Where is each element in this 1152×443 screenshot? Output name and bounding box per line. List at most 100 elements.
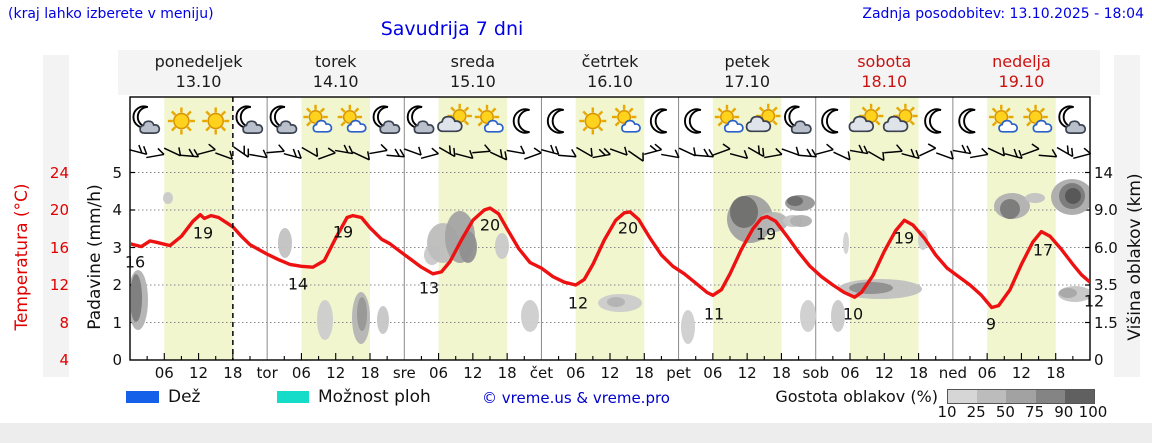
moon-cloud-icon: [406, 105, 435, 134]
cloud-blob: [1000, 199, 1020, 219]
cloud-shape: [1065, 120, 1087, 134]
wind-barb: [386, 148, 406, 158]
wind-barb: [627, 150, 644, 162]
wind-barb: [644, 143, 663, 156]
sun-ray: [463, 106, 470, 112]
day-date-16.10: 16.10: [587, 72, 633, 91]
sun-ray: [1005, 107, 1011, 113]
cloud-tick-6.0: 6.0: [1094, 238, 1118, 257]
cloud-blob: [357, 297, 367, 331]
cloud-blob: [800, 300, 816, 332]
daytime-band-0: [164, 97, 233, 360]
sun-ray: [340, 107, 346, 113]
sun-ray: [731, 107, 737, 113]
cloud-blob: [787, 196, 803, 206]
x-label-4-18: 18: [771, 364, 791, 382]
moon-crescent: [958, 108, 976, 134]
density-segment: [1006, 390, 1036, 403]
cloud-shape: [848, 115, 875, 133]
cloud-shape: [882, 115, 909, 133]
wind-barb: [576, 146, 593, 158]
moon-cloud-icon: [235, 105, 264, 134]
sun-ray: [463, 120, 470, 126]
wind-barb: [129, 144, 148, 156]
sun-ray: [205, 126, 211, 132]
cloud-shape: [621, 119, 641, 133]
sun-disc: [173, 112, 190, 130]
showers-legend-swatch: [277, 391, 309, 403]
sun-disc: [584, 112, 602, 130]
density-tick-75: 75: [1025, 403, 1045, 421]
temp-tick-16: 16: [49, 238, 69, 257]
cloud-blob: [495, 233, 509, 259]
precip-tick-2: 2: [112, 276, 122, 294]
wind-barb: [215, 150, 233, 160]
cloud-blob: [681, 310, 695, 344]
sun-ray: [717, 107, 723, 113]
cloud-shape: [276, 120, 298, 134]
cloud-shape: [413, 120, 435, 134]
sun-ray: [186, 110, 192, 116]
sun-ray: [628, 107, 634, 113]
wind-barb: [849, 144, 869, 155]
moon-icon: [684, 108, 702, 134]
temp-label-20: 20: [617, 218, 639, 238]
wind-barb: [884, 144, 903, 154]
x-label-day-pet: pet: [666, 364, 691, 382]
day-date-14.10: 14.10: [312, 72, 359, 91]
day-date-15.10: 15.10: [449, 72, 496, 91]
sun-ray: [758, 106, 765, 112]
wind-barb: [1004, 148, 1023, 160]
moon-cloud-icon: [372, 105, 401, 134]
sun-cloud-icon: [989, 104, 1018, 133]
day-name-nedelja: nedelja: [992, 52, 1051, 71]
x-label-0-18: 18: [223, 364, 243, 382]
temp-label-16: 16: [124, 252, 146, 272]
x-label-3-18: 18: [634, 364, 654, 382]
copyright-link[interactable]: © vreme.us & vreme.pro: [482, 389, 670, 407]
cloud-tick-9.0: 9.0: [1094, 201, 1118, 219]
temp-label-9: 9: [985, 314, 997, 334]
x-label-1-06: 06: [291, 364, 311, 382]
sun-ray: [319, 107, 326, 113]
wind-barb: [1056, 145, 1074, 158]
sun-ray: [772, 106, 778, 112]
day-date-18.10: 18.10: [861, 72, 908, 91]
sun-ray: [597, 126, 604, 132]
sun-ray: [1026, 107, 1032, 113]
sun-bigcloud-icon: [437, 103, 472, 133]
sun-ray: [717, 121, 723, 127]
bottom-strip: [0, 423, 1152, 443]
cloud-shape: [139, 120, 161, 134]
cloud-blob: [278, 228, 292, 258]
sun-ray: [171, 126, 177, 132]
temp-label-10: 10: [842, 304, 864, 324]
moon-crescent: [512, 108, 530, 134]
day-name-sobota: sobota: [857, 52, 912, 71]
sun-ray: [491, 107, 497, 113]
sun-icon: [579, 107, 607, 135]
sun-ray: [614, 107, 620, 113]
wind-barb: [678, 147, 697, 157]
wind-barb: [987, 147, 1006, 157]
x-label-day-sre: sre: [392, 364, 416, 382]
wind-barb: [197, 143, 216, 156]
wind-barb: [867, 150, 885, 162]
moon-icon: [821, 108, 839, 134]
daytime-band-5: [850, 97, 919, 360]
sun-bigcloud-icon: [745, 103, 781, 133]
x-label-0-06: 06: [154, 364, 174, 382]
x-label-day-tor: tor: [256, 364, 278, 382]
sun-cloud-icon: [714, 104, 744, 133]
day-date-19.10: 19.10: [998, 72, 1045, 91]
sun-cloud-icon: [337, 104, 367, 133]
sun-ray: [306, 107, 312, 113]
sun-disc: [720, 110, 734, 124]
cloud-tick-3.5: 3.5: [1094, 276, 1118, 294]
temp-label-11: 11: [703, 304, 725, 324]
sun-cloud-icon: [1023, 104, 1053, 133]
moon-cloud-icon: [269, 105, 298, 134]
wind-barb: [695, 148, 715, 158]
cloud-blob: [1059, 288, 1077, 298]
